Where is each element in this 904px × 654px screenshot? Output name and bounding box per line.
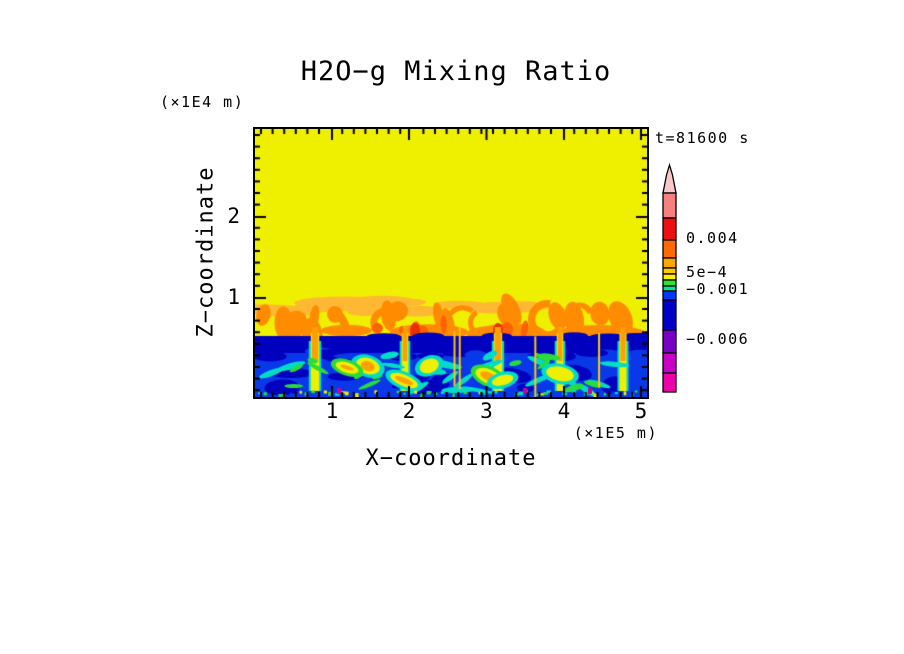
- x-tick-label-5: 5: [634, 399, 648, 423]
- x-axis-title: X−coordinate: [365, 446, 537, 471]
- colorbar-label-m0001: −0.001: [686, 280, 750, 298]
- colorbar-label-5e-4: 5e−4: [686, 263, 729, 281]
- z-tick-label-2: 2: [227, 204, 240, 228]
- x-tick-label-2: 2: [402, 399, 416, 423]
- z-tick-label-1: 1: [227, 285, 240, 309]
- x-tick-label-4: 4: [557, 399, 571, 423]
- x-tick-label-1: 1: [325, 399, 339, 423]
- z-axis-title: Z−coordinate: [193, 166, 219, 338]
- z-axis-unit-label: (×1E4 m): [160, 93, 245, 111]
- time-label: t=81600 s: [655, 129, 750, 147]
- colorbar-label-0004: 0.004: [686, 229, 739, 247]
- colorbar: [662, 162, 677, 393]
- heatmap-canvas: [255, 129, 647, 397]
- x-axis-unit-label: (×1E5 m): [573, 424, 658, 442]
- colorbar-label-m0006: −0.006: [686, 330, 750, 348]
- plot-frame: [253, 127, 649, 399]
- x-tick-label-3: 3: [480, 399, 493, 423]
- plot-title: H2O−g Mixing Ratio: [300, 56, 612, 87]
